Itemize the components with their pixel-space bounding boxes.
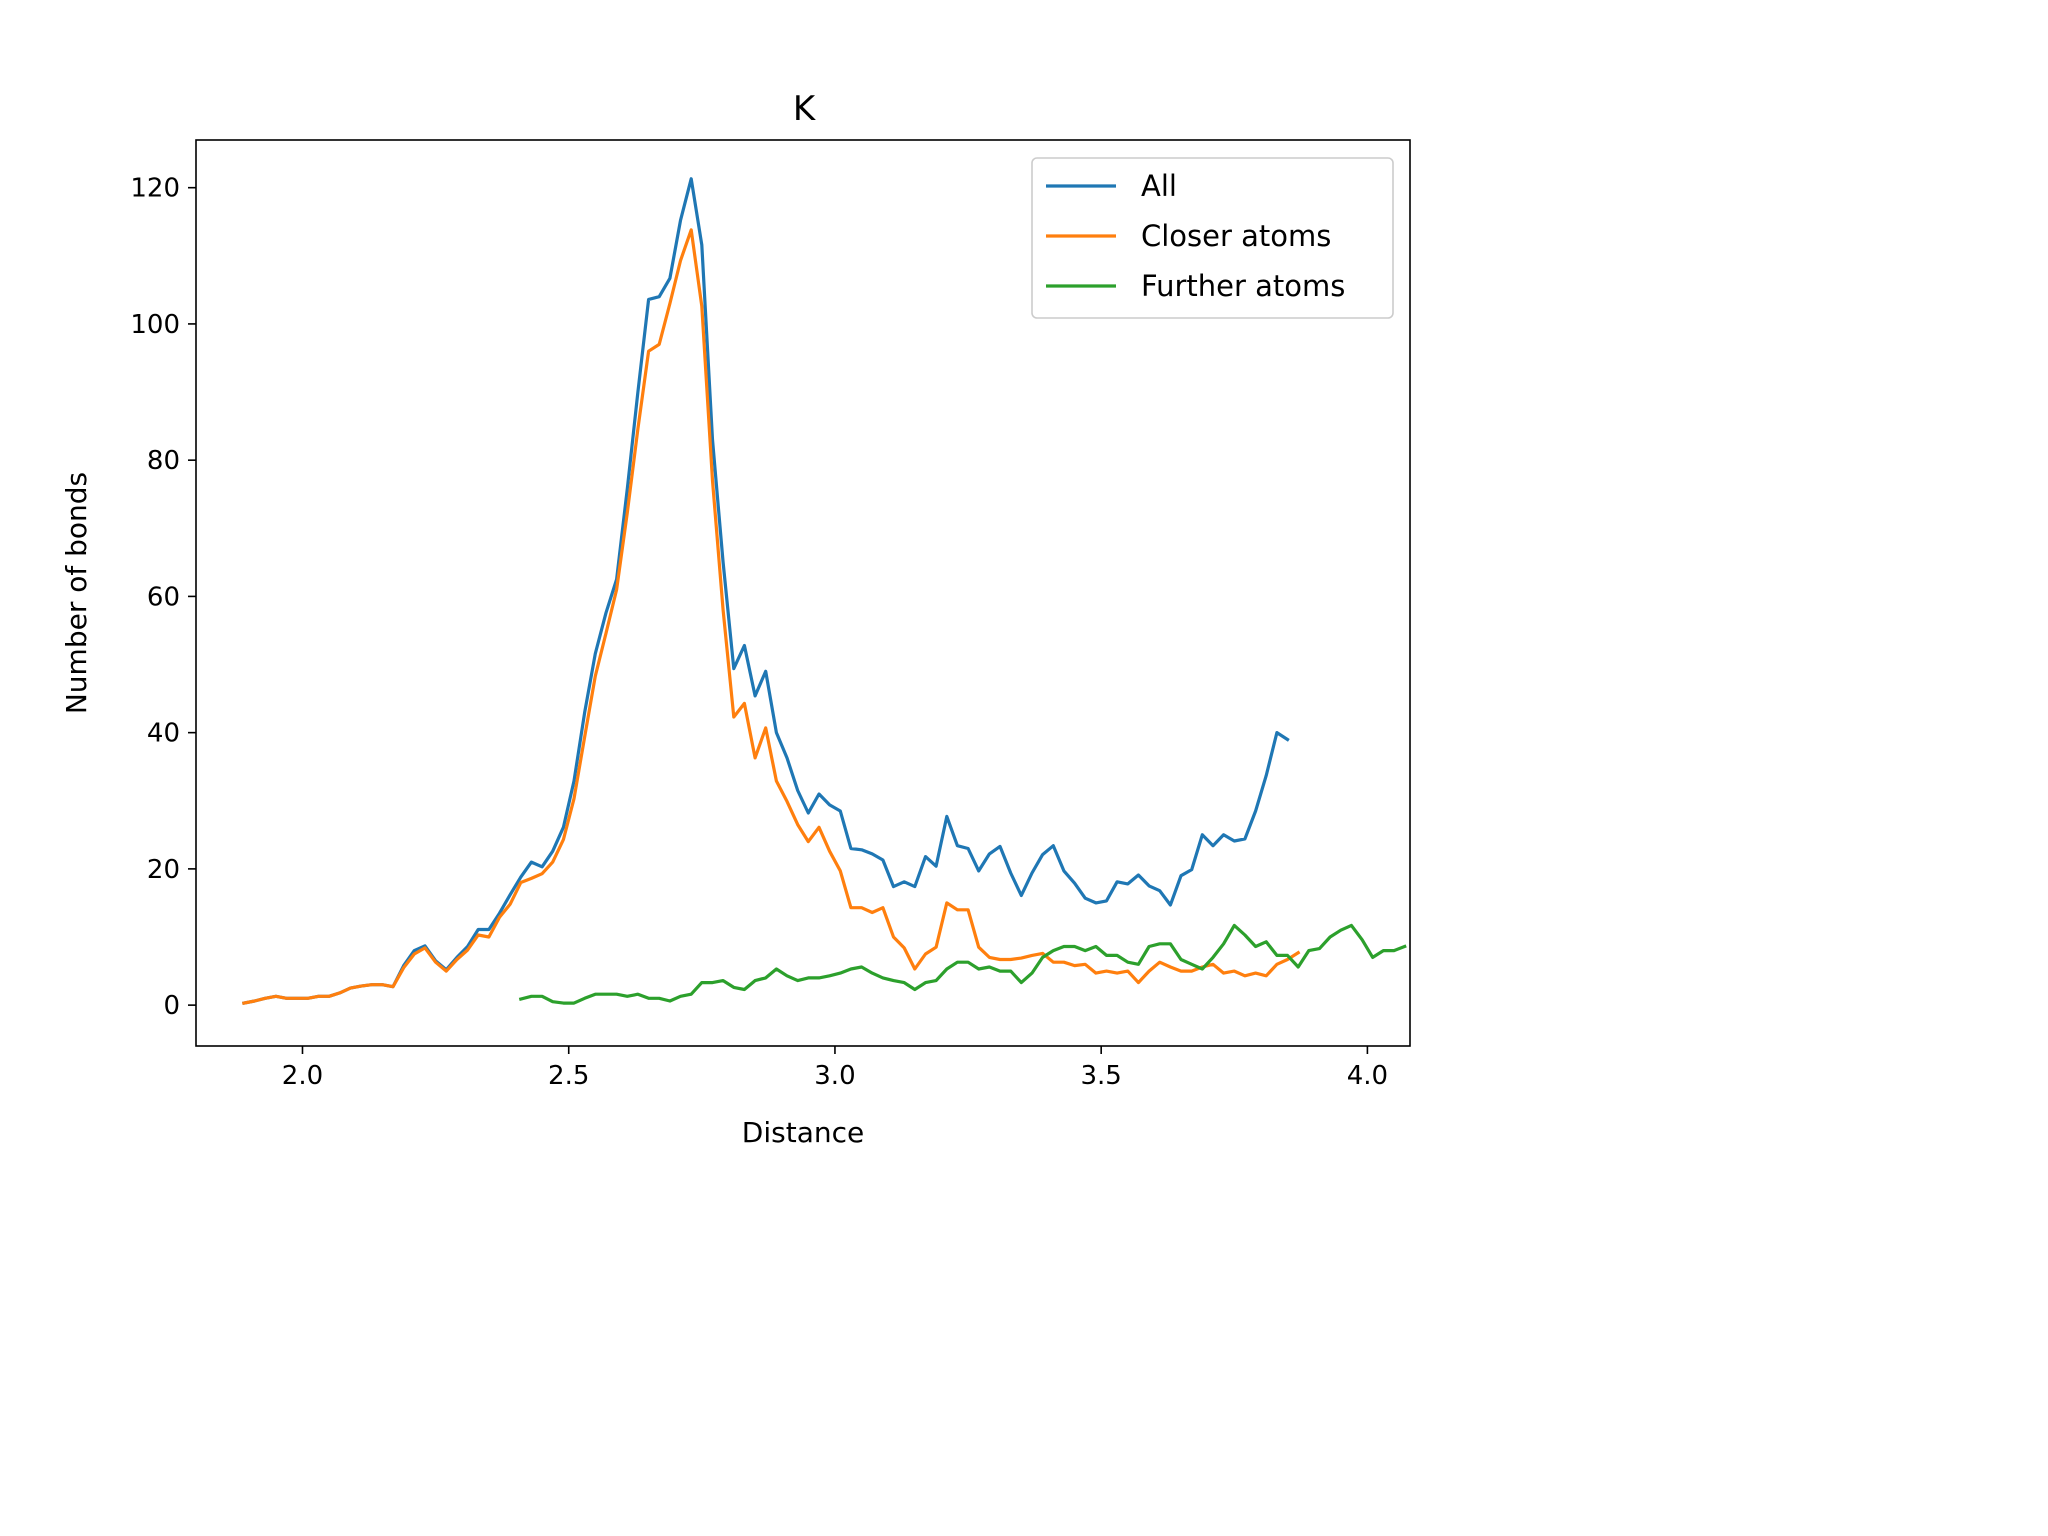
legend-label: Further atoms <box>1141 269 1345 303</box>
line-chart: K 2.0 2.5 3.0 3.5 4.0 0 20 40 60 80 100 120 Distan… <box>60 89 1411 1149</box>
y-tick-label: 60 <box>147 582 180 612</box>
series-line-all <box>242 177 1290 1005</box>
x-tick-label: 2.0 <box>282 1061 323 1091</box>
legend-label: Closer atoms <box>1141 219 1331 253</box>
series-lines <box>242 177 1407 1005</box>
x-tick-label: 2.5 <box>548 1061 589 1091</box>
plot-frame <box>195 139 1411 1047</box>
x-tick-label: 4.0 <box>1347 1061 1388 1091</box>
x-tick-label: 3.0 <box>814 1061 855 1091</box>
legend-box <box>1031 157 1394 319</box>
series-line-further-atoms <box>518 923 1407 1005</box>
x-tick-label: 3.5 <box>1080 1061 1121 1091</box>
y-tick-label: 120 <box>130 174 180 204</box>
x-axis: 2.0 2.5 3.0 3.5 4.0 <box>282 1046 1388 1091</box>
y-tick-label: 80 <box>147 446 180 476</box>
x-axis-title: Distance <box>742 1116 864 1149</box>
plot-area <box>195 139 1411 1047</box>
y-tick-label: 100 <box>130 310 180 340</box>
chart-legend: All Closer atoms Further atoms <box>1031 157 1394 319</box>
y-tick-label: 40 <box>147 719 180 749</box>
y-axis-title: Number of bonds <box>60 472 93 714</box>
series-line-closer-atoms <box>242 228 1301 1005</box>
y-axis: 0 20 40 60 80 100 120 <box>130 174 196 1021</box>
y-tick-label: 0 <box>163 991 180 1021</box>
chart-title: K <box>793 89 817 129</box>
y-tick-label: 20 <box>147 855 180 885</box>
legend-label: All <box>1141 169 1177 203</box>
